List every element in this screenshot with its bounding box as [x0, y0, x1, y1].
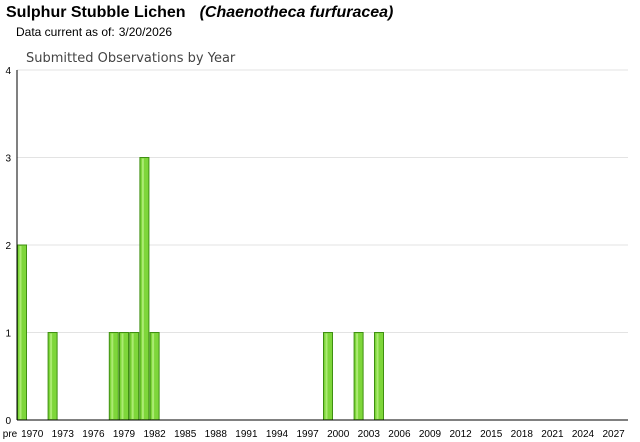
- page-title: Sulphur Stubble Lichen (Chaenotheca furfu…: [6, 4, 393, 22]
- bar-highlight: [121, 333, 124, 419]
- bar-highlight: [19, 246, 22, 419]
- bar-highlight: [131, 333, 134, 419]
- x-tick-label: 1988: [205, 429, 228, 440]
- y-tick-label: 3: [5, 154, 11, 165]
- bar-rect: [139, 157, 150, 421]
- x-tick-labels: pre 1970 1973 1976 1979 1982 1985 1988 1991 1994 1…: [3, 429, 625, 440]
- bar-highlight: [50, 333, 53, 419]
- data-current-line: Data current as of: 3/20/2026: [16, 25, 172, 39]
- bar: [374, 332, 384, 421]
- bar-rect: [119, 332, 129, 421]
- x-tick-label: 2009: [419, 429, 442, 440]
- x-tick-label: 2018: [511, 429, 534, 440]
- x-tick-label: 2015: [480, 429, 503, 440]
- bar-highlight: [356, 333, 359, 419]
- bar: [108, 332, 119, 421]
- bars-layer: [17, 157, 384, 421]
- x-tick-label: 1997: [296, 429, 319, 440]
- x-tick-label: 2006: [388, 429, 411, 440]
- bar-highlight: [376, 333, 379, 419]
- bar-rect: [17, 244, 27, 421]
- bar-rect: [353, 332, 364, 421]
- x-tick-label: pre: [3, 429, 18, 440]
- x-tick-label: 1973: [52, 429, 75, 440]
- scientific-name: (Chaenotheca furfuracea): [199, 4, 394, 21]
- x-tick-label: 1979: [113, 429, 136, 440]
- y-tick-labels: 0 1 2 3 4: [5, 66, 11, 427]
- bar-highlight: [325, 333, 328, 419]
- bar-rect: [47, 332, 58, 421]
- bar-rect: [108, 332, 119, 421]
- bar: [323, 332, 333, 421]
- bar-highlight: [141, 158, 144, 419]
- x-tick-label: 1994: [266, 429, 289, 440]
- bar: [47, 332, 58, 421]
- y-tick-label: 0: [5, 416, 11, 427]
- x-tick-label: 2027: [602, 429, 625, 440]
- bar-highlight: [152, 333, 155, 419]
- bar: [149, 332, 160, 421]
- bar-highlight: [111, 333, 114, 419]
- grid-layer: [17, 69, 628, 333]
- axis-layer: [16, 70, 628, 421]
- bar: [353, 332, 364, 421]
- data-current-date: 3/20/2026: [118, 25, 173, 39]
- y-tick-label: 2: [5, 241, 11, 252]
- chart-title: Submitted Observations by Year: [26, 51, 236, 66]
- bar: [139, 157, 150, 421]
- data-current-label: Data current as of:: [16, 25, 115, 39]
- bar: [119, 332, 129, 421]
- x-tick-label: 1970: [21, 429, 44, 440]
- x-tick-label: 2012: [449, 429, 472, 440]
- bar-rect: [323, 332, 333, 421]
- x-tick-label: 2024: [572, 429, 595, 440]
- bar-rect: [374, 332, 384, 421]
- bar: [17, 244, 27, 421]
- bar-rect: [149, 332, 160, 421]
- x-tick-label: 2003: [358, 429, 381, 440]
- y-tick-label: 1: [5, 329, 11, 340]
- x-tick-label: 1982: [143, 429, 166, 440]
- x-tick-label: 2000: [327, 429, 350, 440]
- x-tick-label: 1991: [235, 429, 258, 440]
- y-tick-label: 4: [5, 66, 11, 77]
- bar: [129, 332, 140, 421]
- x-tick-label: 2021: [541, 429, 564, 440]
- bar-rect: [129, 332, 140, 421]
- x-tick-label: 1985: [174, 429, 197, 440]
- common-name: Sulphur Stubble Lichen: [6, 4, 186, 21]
- x-tick-label: 1976: [82, 429, 105, 440]
